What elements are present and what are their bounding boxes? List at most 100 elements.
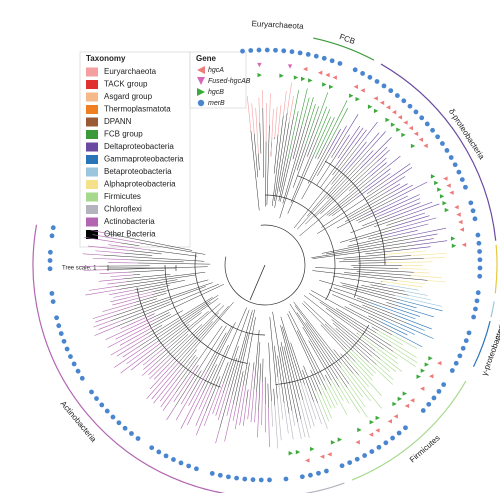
- tree-leaf: [255, 107, 259, 154]
- hgcA-marker: [391, 110, 397, 115]
- tree-leaf: [370, 162, 387, 177]
- hgcA-marker: [418, 137, 424, 142]
- tree-scale-label: Tree scale: 1: [62, 266, 97, 272]
- hgcB-marker: [434, 180, 439, 186]
- tree-leaf: [391, 334, 418, 349]
- merB-marker: [369, 449, 375, 454]
- tree-leaf: [317, 402, 328, 429]
- tree-branch: [267, 383, 269, 408]
- tree-leaf: [386, 261, 433, 263]
- merB-marker: [362, 453, 368, 458]
- tree-leaf: [149, 366, 172, 390]
- tree-leaf: [283, 91, 287, 116]
- tree-branch: [206, 326, 232, 373]
- tree-branch: [325, 308, 384, 350]
- hgcA-marker: [456, 212, 461, 217]
- tree-leaf: [379, 358, 397, 372]
- tree-branch: [149, 314, 172, 327]
- tree-branch: [302, 326, 340, 388]
- tree-leaf: [300, 383, 315, 427]
- merB-marker: [110, 414, 116, 420]
- tree-leaf: [347, 349, 374, 377]
- merB-marker: [116, 420, 122, 426]
- tree-branch: [362, 304, 407, 324]
- tree-branch: [282, 116, 309, 204]
- tree-branch: [336, 197, 398, 229]
- hgcB-marker: [451, 243, 457, 248]
- tree-branch: [110, 286, 206, 322]
- hgcA-marker: [423, 143, 428, 148]
- tree-leaf: [304, 384, 317, 420]
- tree-branch: [262, 107, 265, 178]
- tree-branch: [194, 370, 202, 383]
- tree-leaf: [365, 168, 391, 189]
- tree-leaf: [400, 299, 443, 312]
- merB-marker: [149, 445, 155, 451]
- tree-branch: [179, 305, 229, 362]
- tree-leaf: [423, 257, 445, 259]
- tree-leaf: [105, 318, 151, 341]
- tree-branch: [126, 271, 206, 283]
- tree-branch: [155, 334, 189, 364]
- legend-label: FCB group: [104, 130, 143, 139]
- tree-leaf: [286, 82, 292, 113]
- legend-label: hgcB: [208, 89, 224, 96]
- merB-marker: [256, 47, 262, 53]
- merB-marker: [354, 456, 360, 462]
- tree-leaf: [376, 149, 390, 162]
- tree-branch: [333, 349, 354, 374]
- legend-label: Chloroflexi: [104, 205, 142, 214]
- hgcB-marker: [428, 356, 433, 361]
- tree-leaf: [175, 396, 190, 421]
- tree-branch: [134, 280, 185, 291]
- tree-leaf: [397, 280, 426, 285]
- tree-leaf: [82, 253, 104, 256]
- merB-marker: [313, 53, 319, 59]
- tree-leaf: [354, 361, 373, 381]
- tree-branch: [273, 388, 276, 406]
- tree-leaf: [330, 107, 349, 142]
- tree-branch: [297, 146, 372, 230]
- tree-branch: [292, 117, 320, 188]
- tree-leaf: [408, 238, 434, 243]
- tree-leaf: [119, 326, 154, 346]
- tree-branch: [148, 297, 213, 337]
- tree-root: [249, 264, 266, 301]
- tree-leaf: [377, 194, 420, 215]
- merB-marker: [267, 477, 272, 483]
- tree-branch: [335, 308, 377, 334]
- tree-leaf: [242, 402, 247, 427]
- gene-legend-symbol: [197, 88, 205, 96]
- tree-branch: [180, 356, 198, 380]
- tree-branch: [344, 198, 389, 222]
- tree-branch: [266, 125, 270, 206]
- merB-marker: [367, 74, 373, 80]
- legend-swatch: [86, 217, 98, 227]
- tree-branch: [315, 267, 414, 273]
- tree-leaf: [226, 394, 233, 416]
- tree-branch: [344, 353, 350, 360]
- tree-leaf: [374, 146, 388, 159]
- merB-marker: [401, 98, 407, 104]
- tree-leaf: [277, 398, 282, 441]
- hgcA-marker: [393, 414, 398, 419]
- tree-leaf: [376, 332, 417, 358]
- tree-branch: [181, 349, 198, 369]
- merB-marker: [477, 273, 483, 279]
- tree-branch: [356, 297, 372, 304]
- tree-branch: [151, 279, 209, 295]
- merB-marker: [460, 345, 466, 351]
- legend-swatch: [86, 67, 98, 77]
- hgcB-marker: [288, 451, 293, 456]
- merB-marker: [79, 375, 85, 381]
- tree-branch: [332, 275, 386, 285]
- tree-branch: [268, 342, 272, 402]
- tree-branch: [327, 161, 363, 200]
- tree-leaf: [313, 401, 322, 425]
- tree-branch: [245, 362, 250, 386]
- merB-marker: [47, 266, 53, 272]
- hgcA-marker: [458, 219, 463, 225]
- tree-branch: [222, 346, 239, 394]
- merB-marker: [424, 121, 430, 127]
- merB-marker: [234, 475, 239, 481]
